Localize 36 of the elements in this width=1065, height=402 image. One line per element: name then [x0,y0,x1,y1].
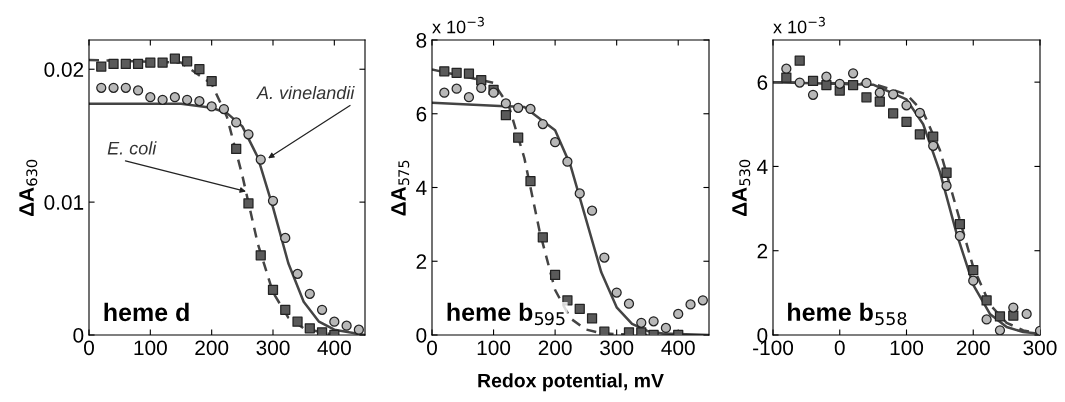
y-axis-title: ΔA$_{630}$ [19,159,38,217]
x-axis-title: Redox potential, mV [478,373,664,392]
y-tick-label: 2 [757,243,768,259]
x-tick-label: 300 [256,340,290,356]
x-tick-label: 200 [195,340,229,356]
x-tick-label: 200 [538,340,572,356]
annotation: heme b$_{558}$ [788,302,907,326]
y-axis-title: ΔA$_{530}$ [732,159,751,217]
y-tick-label: 6 [757,75,768,90]
y-tick-label: 0 [73,328,84,343]
x-tick-label: 300 [600,340,634,356]
y-tick-label: 4 [757,159,768,174]
annotation: E. coli [107,141,157,155]
y-tick-label: 6 [416,106,427,122]
x-tick-label: 0 [84,340,94,356]
annotation: A. vinelandii [256,85,355,100]
y-tick-label: 0.02 [44,62,84,77]
y-tick-label: 8 [416,33,427,48]
x-tick-label: 100 [890,340,924,356]
y-tick-label: 0.01 [44,195,84,210]
x-tick-label: 200 [956,340,990,356]
x-tick-label: 0 [427,340,437,356]
annotation: heme b$_{595}$ [447,302,565,326]
y-tick-label: 2 [416,254,427,269]
text: x 10$^{−3}$ [773,16,825,34]
y-axis-title: ΔA$_{575}$ [391,160,410,216]
y-tick-label: 0 [416,328,427,343]
x-tick-label: 400 [317,340,351,356]
x-tick-label: 100 [477,340,511,356]
x-tick-label: 400 [661,340,695,356]
x-tick-label: 100 [134,340,167,356]
text: x 10$^{−3}$ [432,16,484,34]
y-tick-label: 4 [416,180,427,196]
x-tick-label: 300 [1023,340,1057,356]
x-tick-label: 0 [834,340,845,356]
annotation: heme d [104,302,189,322]
